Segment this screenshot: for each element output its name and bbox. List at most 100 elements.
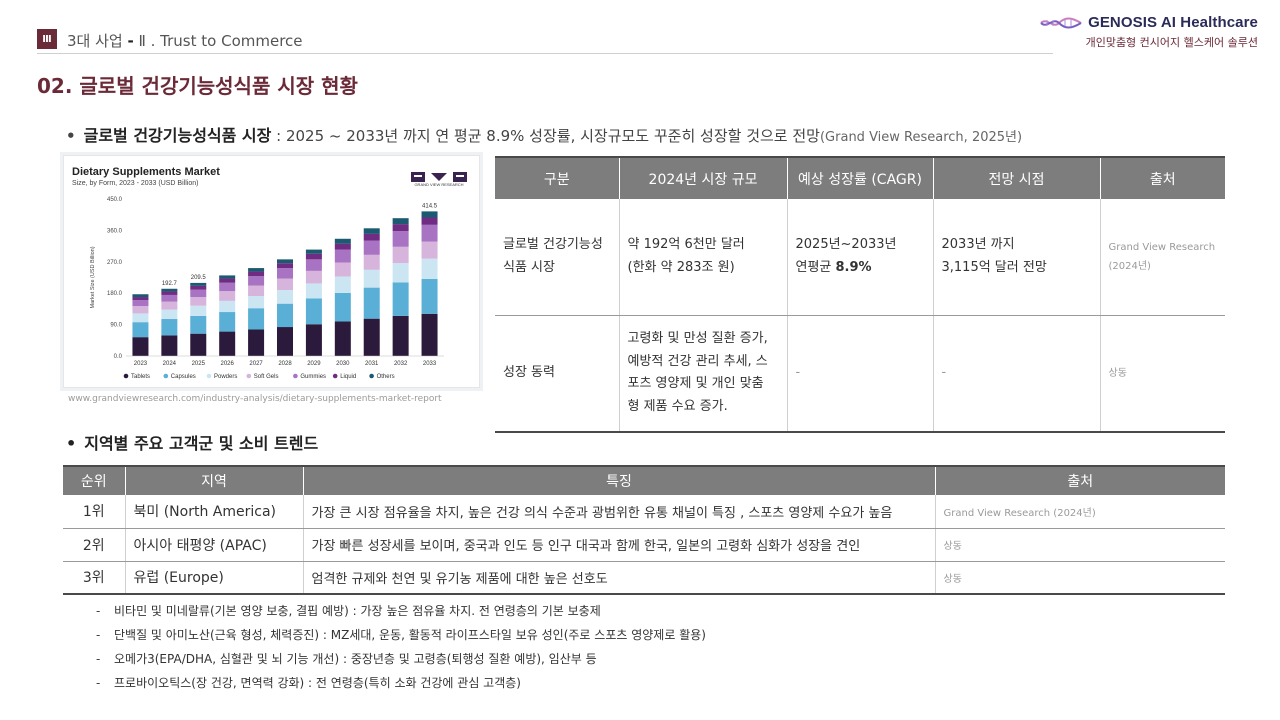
section-prefix: 3대 사업 (67, 32, 128, 50)
mkt-header-forecast: 전망 시점 (932, 156, 1100, 199)
table-row: 성장 동력 고령화 및 만성 질환 증가, 예방적 건강 관리 추세, 스 포츠 영… (495, 315, 1225, 433)
mkt-cell-market: 글로벌 건강기능성 식품 시장 (495, 199, 619, 316)
x-tick-label: 2030 (336, 361, 350, 367)
dash-marker: - (96, 652, 101, 666)
data-label: 192.7 (162, 281, 178, 287)
chart-title: Dietary Supplements Market (72, 166, 220, 178)
bar-segment-tablets (132, 337, 149, 356)
gvr-logo: GRAND VIEW RESEARCH (411, 168, 467, 188)
dash-marker: - (96, 676, 101, 690)
bullet-dot: • (66, 434, 77, 453)
bar-segment-liquid (190, 285, 207, 290)
bar-segment-capsules (334, 292, 351, 322)
bar-segment-others (392, 218, 409, 225)
dna-wave-icon (1040, 17, 1082, 28)
bar-segment-liquid (421, 217, 438, 225)
mkt-header-cagr: 예상 성장률 (CAGR) (786, 156, 933, 199)
legend-swatch (206, 373, 212, 379)
y-tick-label: 90.0 (110, 323, 122, 329)
reg-header-rank: 순위 (63, 465, 125, 495)
dash-marker: - (96, 628, 101, 642)
gvr-logo-icon (411, 172, 467, 182)
gvr-logo-text: GRAND VIEW RESEARCH (414, 182, 464, 187)
bar-segment-capsules (421, 278, 438, 314)
mkt-cell-forecast: 2033년 까지 3,115억 달러 전망 (932, 199, 1100, 316)
x-tick-label: 2031 (365, 361, 379, 367)
bar-segment-gummies (219, 282, 236, 292)
legend-label: Others (377, 374, 395, 380)
y-axis-label: Market Size (USD Billion) (90, 246, 96, 308)
bullet-market-summary: • 글로벌 건강기능성식품 시장 : 2025 ~ 2033년 까지 연 평균 8… (66, 122, 1022, 146)
bar-segment-soft-gels (219, 291, 236, 301)
reg-cell-source: 상동 (934, 561, 1225, 595)
legend-label: Powders (214, 374, 237, 380)
chart-source-url[interactable]: www.grandviewresearch.com/industry-analy… (68, 394, 442, 404)
bar-segment-gummies (248, 276, 265, 286)
bar-segment-others (190, 282, 207, 286)
data-label: 209.5 (191, 275, 207, 281)
bar-segment-capsules (190, 315, 207, 334)
page-title: 02. 글로벌 건강기능성식품 시장 현황 (37, 74, 358, 98)
reg-cell-source: 상동 (934, 528, 1225, 562)
bullet-heading: 글로벌 건강기능성식품 시장 (83, 126, 272, 145)
section-separator: - (127, 32, 134, 50)
bar-segment-others (161, 288, 178, 292)
x-tick-label: 2028 (278, 361, 292, 367)
y-tick-label: 270.0 (107, 260, 123, 266)
bullet-regional-trends: • 지역별 주요 고객군 및 소비 트렌드 (66, 430, 318, 454)
table-row: 1위 북미 (North America) 가장 큰 시장 점유율을 차지, 높… (63, 495, 1225, 529)
legend-swatch (332, 373, 338, 379)
bar-segment-liquid (392, 224, 409, 232)
bar-segment-gummies (132, 300, 149, 307)
chart-svg: 0.0 90.0 180.0 270.0 360.0 450.0 Market Size (… (90, 197, 444, 380)
bar-segment-powders (421, 258, 438, 279)
bar-segment-capsules (248, 308, 265, 330)
bar-segment-liquid (161, 291, 178, 295)
table-row: 3위 유럽 (Europe) 엄격한 규제와 천연 및 유기농 제품에 대한 높… (63, 561, 1225, 595)
reg-header-source: 출처 (934, 465, 1225, 495)
bar-segment-soft-gels (190, 297, 207, 306)
logo-name: GENOSIS AI Healthcare (1088, 14, 1258, 31)
list-item: - 비타민 및 미네랄류(기본 영양 보충, 결핍 예방) : 가장 높은 점유율… (96, 604, 601, 618)
brand-logo: GENOSIS AI Healthcare 개인맞춤형 컨시어지 헬스케어 솔루… (1040, 14, 1258, 50)
bar-segment-soft-gels (363, 254, 380, 270)
bar-segment-liquid (219, 278, 236, 283)
market-table: 구분 2024년 시장 규모 예상 성장률 (CAGR) 전망 시점 출처 글로… (495, 156, 1225, 433)
mkt-cell-source: 상동 (1099, 315, 1225, 433)
bar-segment-soft-gels (334, 262, 351, 277)
bar-segment-capsules (277, 303, 293, 328)
data-label: 414.5 (422, 203, 438, 209)
bar-segment-tablets (219, 331, 236, 356)
y-tick-label: 180.0 (107, 291, 123, 297)
bar-segment-gummies (305, 259, 322, 271)
y-tick-label: 450.0 (107, 197, 123, 203)
dash-marker: - (96, 604, 101, 618)
category-notes: - 비타민 및 미네랄류(기본 영양 보충, 결핍 예방) : 가장 높은 점유율… (96, 602, 706, 698)
x-tick-label: 2025 (192, 361, 206, 367)
legend-label: Soft Gels (254, 374, 279, 380)
bullet-source: (Grand View Research, 2025년) (819, 130, 1023, 145)
list-item: - 단백질 및 아미노산(근육 형성, 체력증진) : MZ세대, 운동, 활동적… (96, 628, 706, 642)
mkt-cell-dash: - (932, 315, 1100, 433)
bar-segment-gummies (161, 294, 178, 302)
reg-cell-rank: 3위 (63, 561, 125, 595)
reg-cell-region: 유럽 (Europe) (124, 561, 303, 595)
bar-segment-liquid (363, 233, 380, 241)
bar-segment-tablets (334, 321, 351, 356)
bar-segment-tablets (277, 327, 293, 356)
mkt-cell-dash: - (786, 315, 933, 433)
bar-segment-liquid (305, 253, 322, 260)
bar-segment-liquid (334, 243, 351, 250)
reg-cell-region: 아시아 태평양 (APAC) (124, 528, 303, 562)
section-name: Ⅱ . Trust to Commerce (133, 32, 303, 50)
reg-cell-rank: 1위 (63, 495, 125, 529)
mkt-cell-cagr: 2025년~2033년 연평균 8.9% (786, 199, 933, 316)
bar-segment-others (219, 275, 236, 279)
bar-segment-gummies (277, 268, 293, 279)
bar-segment-powders (132, 313, 149, 323)
legend-label: Capsules (171, 374, 196, 380)
bar-segment-gummies (190, 289, 207, 298)
mkt-cell-source: Grand View Research (2024년) (1099, 199, 1225, 316)
bar-segment-powders (161, 309, 178, 320)
section-badge: Ⅲ (37, 29, 57, 49)
